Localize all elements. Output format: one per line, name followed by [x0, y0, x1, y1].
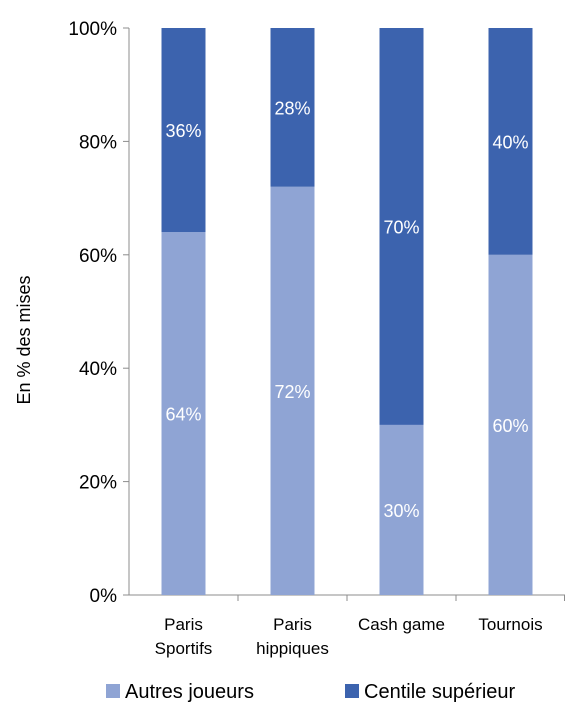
x-tick-label: Paris — [164, 615, 203, 634]
legend-label: Centile supérieur — [364, 681, 516, 703]
bar-autres-joueurs — [379, 424, 424, 595]
x-axis: Paris Sportifs Paris hippiques Cash game Tour… — [129, 594, 565, 658]
legend-label: Autres joueurs — [125, 681, 254, 703]
x-tick-label: Paris — [273, 615, 312, 634]
y-tick-label: 80% — [79, 132, 117, 153]
bar-autres-joueurs — [488, 254, 533, 596]
y-axis-label: En % des mises — [14, 275, 34, 404]
y-tick-label: 100% — [68, 19, 117, 40]
legend: Autres joueurs Centile supérieur — [106, 681, 516, 703]
bar-centile-superieur — [270, 28, 315, 187]
data-label: 36% — [165, 121, 201, 141]
x-tick-label: Tournois — [478, 615, 542, 634]
bar-autres-joueurs — [270, 186, 315, 595]
y-tick-label: 0% — [90, 586, 118, 607]
bars — [161, 28, 533, 596]
data-label: 60% — [492, 416, 528, 436]
y-axis: 0% 20% 40% 60% 80% 100% — [68, 19, 130, 607]
data-label: 70% — [383, 217, 419, 237]
y-tick-label: 40% — [79, 359, 117, 380]
y-tick-label: 60% — [79, 246, 117, 267]
data-label: 40% — [492, 132, 528, 152]
data-label: 30% — [383, 501, 419, 521]
data-label: 64% — [165, 405, 201, 425]
legend-swatch — [345, 684, 359, 698]
y-tick-label: 20% — [79, 473, 117, 494]
legend-swatch — [106, 684, 120, 698]
data-labels: 64% 36% 72% 28% 30% 70% 60% 40% — [165, 98, 528, 521]
bar-centile-superieur — [488, 28, 533, 255]
x-tick-label: hippiques — [256, 639, 329, 658]
x-tick-label: Sportifs — [155, 639, 213, 658]
x-tick-label: Cash game — [358, 615, 445, 634]
bar-centile-superieur — [161, 28, 206, 233]
bar-centile-superieur — [379, 28, 424, 425]
data-label: 72% — [274, 382, 310, 402]
data-label: 28% — [274, 98, 310, 118]
bar-autres-joueurs — [161, 232, 206, 595]
